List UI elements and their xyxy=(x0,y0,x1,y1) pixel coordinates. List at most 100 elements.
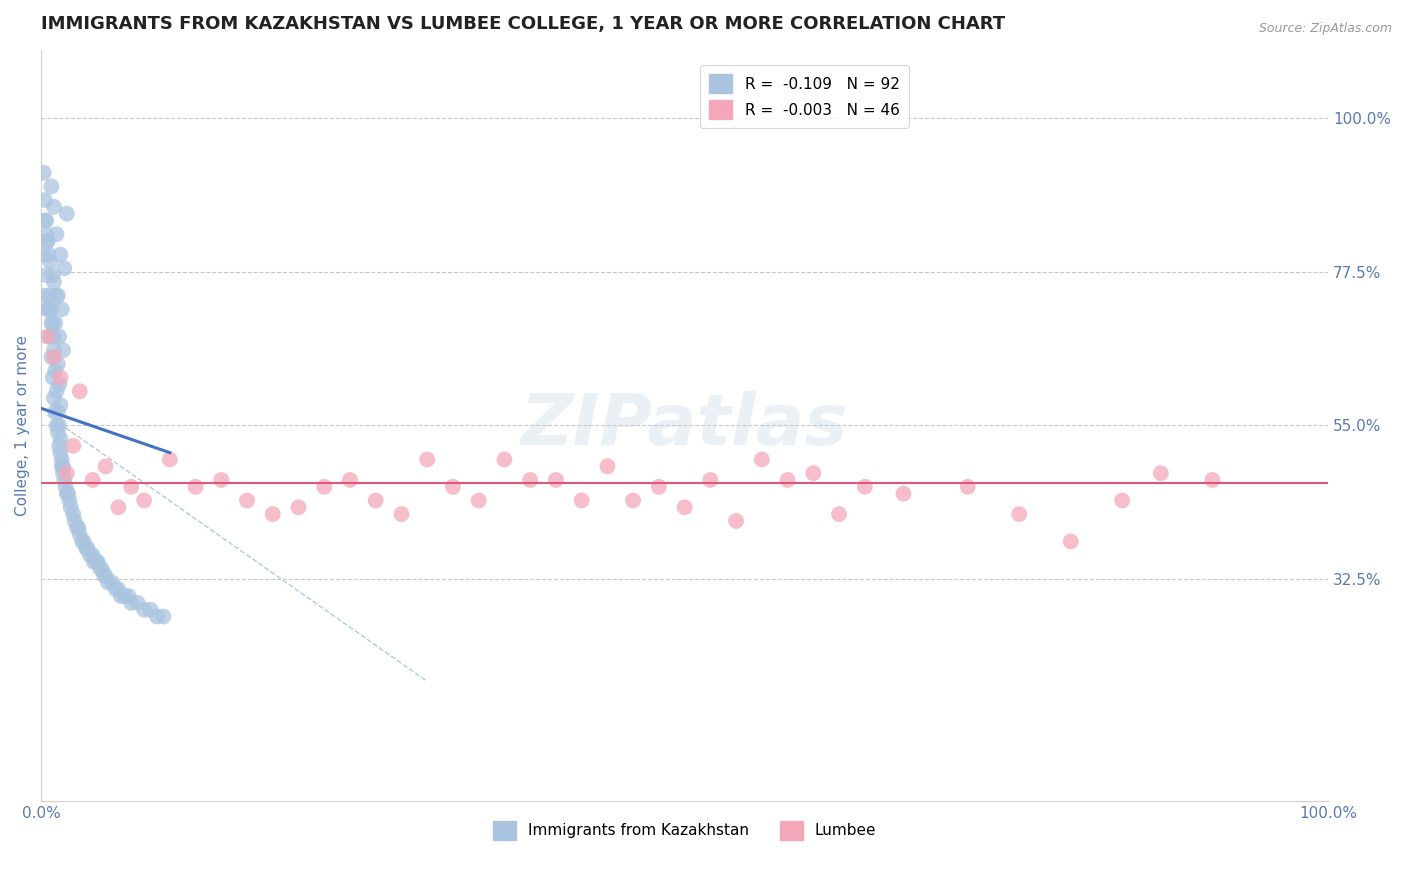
Point xyxy=(94,568,117,582)
Point xyxy=(82,473,104,487)
Point xyxy=(44,405,66,419)
Point xyxy=(56,466,79,480)
Point xyxy=(97,575,120,590)
Point xyxy=(519,473,541,487)
Point xyxy=(51,452,73,467)
Point xyxy=(45,384,67,399)
Point xyxy=(32,247,55,261)
Point xyxy=(41,302,63,317)
Point xyxy=(67,521,90,535)
Point xyxy=(1150,466,1173,480)
Point xyxy=(52,343,75,358)
Point xyxy=(62,507,84,521)
Point xyxy=(45,227,67,242)
Point xyxy=(38,288,60,302)
Point xyxy=(46,357,69,371)
Point xyxy=(314,480,336,494)
Point xyxy=(59,500,82,515)
Point xyxy=(58,493,80,508)
Point xyxy=(86,555,108,569)
Point xyxy=(48,377,70,392)
Point xyxy=(1008,507,1031,521)
Point xyxy=(35,213,58,227)
Point xyxy=(42,200,65,214)
Point xyxy=(544,473,567,487)
Point xyxy=(38,247,60,261)
Point xyxy=(42,350,65,364)
Point xyxy=(52,466,75,480)
Point xyxy=(1111,493,1133,508)
Point xyxy=(46,405,69,419)
Point xyxy=(90,562,112,576)
Point xyxy=(853,480,876,494)
Point xyxy=(49,445,72,459)
Point xyxy=(146,609,169,624)
Point xyxy=(596,459,619,474)
Point xyxy=(49,370,72,384)
Point xyxy=(107,582,129,597)
Point xyxy=(104,582,127,597)
Point xyxy=(364,493,387,508)
Point xyxy=(120,480,142,494)
Point xyxy=(1201,473,1223,487)
Point xyxy=(37,234,59,248)
Point xyxy=(94,459,117,474)
Point xyxy=(699,473,721,487)
Point xyxy=(34,213,56,227)
Point xyxy=(209,473,232,487)
Text: ZIPatlas: ZIPatlas xyxy=(522,391,848,460)
Point xyxy=(571,493,593,508)
Text: IMMIGRANTS FROM KAZAKHSTAN VS LUMBEE COLLEGE, 1 YEAR OR MORE CORRELATION CHART: IMMIGRANTS FROM KAZAKHSTAN VS LUMBEE COL… xyxy=(41,15,1005,33)
Point xyxy=(236,493,259,508)
Point xyxy=(35,268,58,282)
Point xyxy=(751,452,773,467)
Point xyxy=(38,302,60,317)
Legend: Immigrants from Kazakhstan, Lumbee: Immigrants from Kazakhstan, Lumbee xyxy=(486,815,883,846)
Point xyxy=(51,459,73,474)
Point xyxy=(1060,534,1083,549)
Point xyxy=(159,452,181,467)
Point xyxy=(117,589,139,603)
Point xyxy=(828,507,851,521)
Point xyxy=(32,166,55,180)
Point xyxy=(45,288,67,302)
Point xyxy=(184,480,207,494)
Point xyxy=(648,480,671,494)
Point xyxy=(89,562,111,576)
Point xyxy=(101,575,124,590)
Point xyxy=(41,316,63,330)
Point xyxy=(51,302,73,317)
Point xyxy=(69,384,91,399)
Point xyxy=(45,418,67,433)
Point xyxy=(114,589,136,603)
Text: Source: ZipAtlas.com: Source: ZipAtlas.com xyxy=(1258,22,1392,36)
Point xyxy=(76,541,98,556)
Point xyxy=(127,596,149,610)
Point xyxy=(441,480,464,494)
Point xyxy=(494,452,516,467)
Point xyxy=(41,316,63,330)
Point xyxy=(956,480,979,494)
Point xyxy=(152,609,174,624)
Point xyxy=(49,398,72,412)
Point xyxy=(49,247,72,261)
Point xyxy=(69,527,91,541)
Point xyxy=(63,514,86,528)
Point xyxy=(83,555,105,569)
Point xyxy=(37,302,59,317)
Point xyxy=(46,425,69,440)
Point xyxy=(37,234,59,248)
Point xyxy=(41,179,63,194)
Point xyxy=(55,480,77,494)
Point xyxy=(35,227,58,242)
Y-axis label: College, 1 year or more: College, 1 year or more xyxy=(15,334,30,516)
Point xyxy=(42,343,65,358)
Point xyxy=(107,500,129,515)
Point xyxy=(120,596,142,610)
Point xyxy=(39,329,62,343)
Point xyxy=(48,329,70,343)
Point xyxy=(467,493,489,508)
Point xyxy=(34,193,56,207)
Point xyxy=(287,500,309,515)
Point xyxy=(72,534,94,549)
